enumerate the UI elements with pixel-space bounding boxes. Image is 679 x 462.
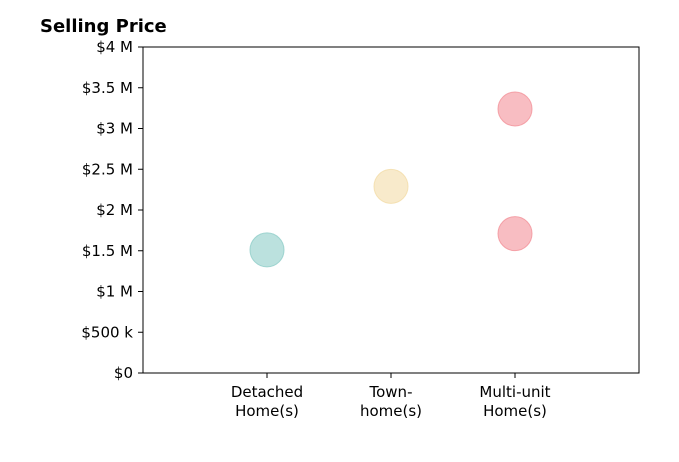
x-tick-label: home(s) <box>360 402 422 420</box>
data-point <box>249 232 285 268</box>
data-point <box>373 168 409 204</box>
y-tick-label: $500 k <box>81 323 133 341</box>
y-tick-label: $1.5 M <box>82 242 133 260</box>
y-tick-label: $3.5 M <box>82 79 133 97</box>
y-tick-label: $2 M <box>96 201 133 219</box>
y-tick-label: $1 M <box>96 283 133 301</box>
x-tick-label: Home(s) <box>235 402 299 420</box>
y-tick-label: $2.5 M <box>82 160 133 178</box>
y-tick-label: $0 <box>114 364 133 382</box>
data-point <box>497 216 533 252</box>
plot-area: $0 $500 k $1 M $1.5 M $2 M $2.5 M $3 M $3.5 M $4… <box>81 38 640 420</box>
x-tick-label: Town- <box>369 383 413 401</box>
y-tick-label: $3 M <box>96 120 133 138</box>
x-tick-label: Detached <box>231 383 303 401</box>
x-tick-label: Home(s) <box>483 402 547 420</box>
plot-frame <box>142 46 640 374</box>
y-tick-label: $4 M <box>96 38 133 56</box>
x-tick-label: Multi-unit <box>479 383 550 401</box>
data-point <box>497 91 533 127</box>
chart-title: Selling Price <box>40 16 167 37</box>
